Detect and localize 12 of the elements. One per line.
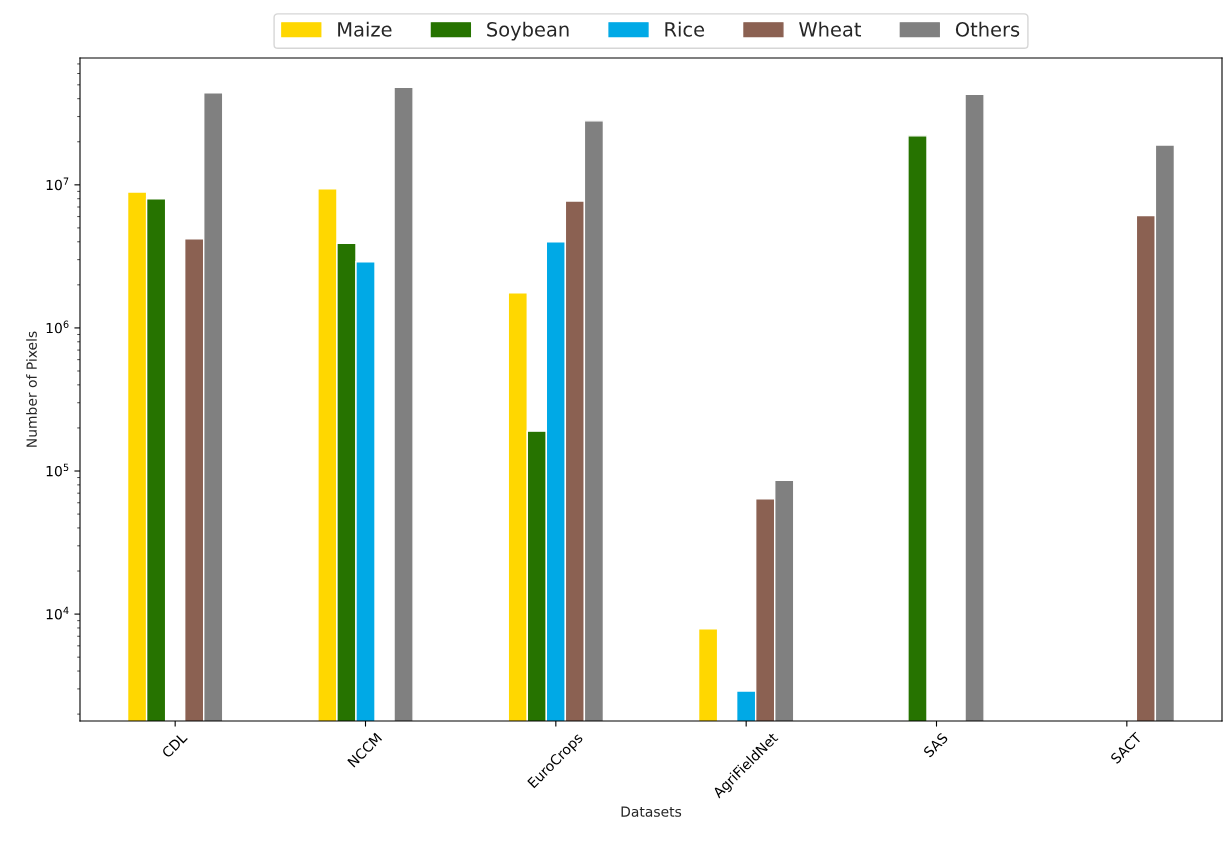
y-tick-label: 10$^{5}$ xyxy=(46,463,69,477)
legend-label: Rice xyxy=(665,21,705,37)
y-tick-label: 10$^{4}$ xyxy=(46,606,69,620)
x-axis-title: Datasets xyxy=(621,806,682,817)
x-tick-label: CDL xyxy=(161,731,188,759)
legend-label: Wheat xyxy=(799,21,862,37)
legend-label: Soybean xyxy=(487,21,569,41)
y-tick-label: 10$^{7}$ xyxy=(46,177,69,191)
legend-label: Maize xyxy=(338,21,392,37)
legend-label: Others xyxy=(955,21,1020,37)
y-axis-title: Number of Pixels xyxy=(26,331,37,447)
y-tick-label: 10$^{6}$ xyxy=(46,320,69,334)
